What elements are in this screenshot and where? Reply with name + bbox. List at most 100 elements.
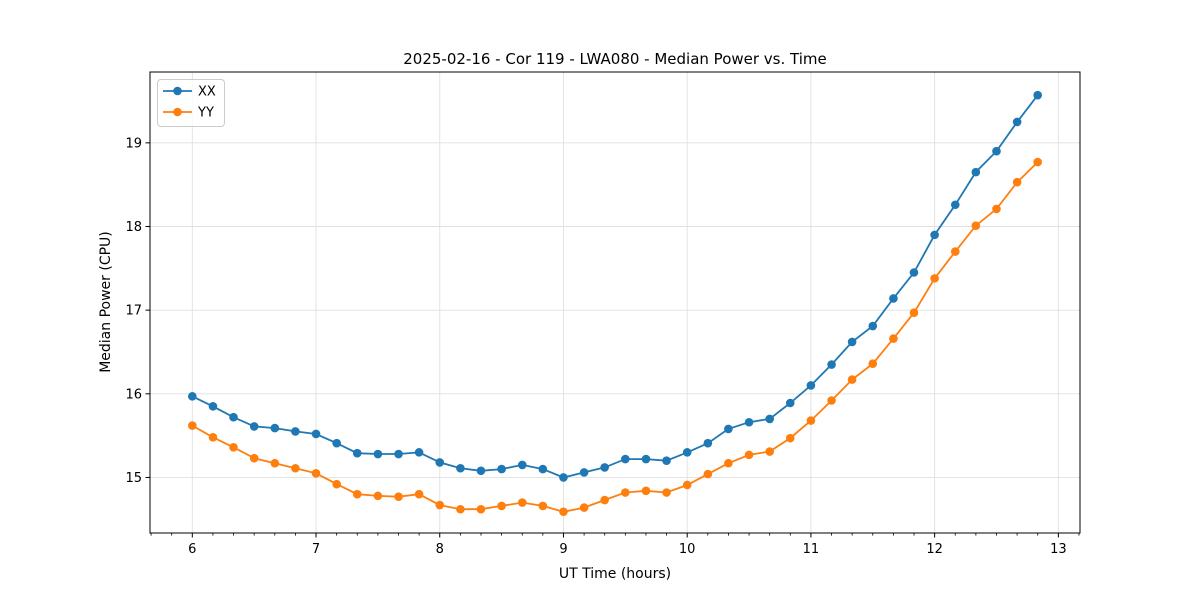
series-yy-point [950,247,960,256]
series-yy-point [744,450,754,460]
series-yy-point [579,503,589,512]
series-yy-point [435,500,445,510]
series-yy-point [414,489,424,499]
series-xx-point [352,448,362,458]
series-xx-point [868,321,878,331]
series-xx-point [744,417,754,427]
legend: XX YY [157,79,225,127]
y-axis-label: Median Power (CPU) [98,231,114,373]
series-xx-point [414,448,424,457]
series-xx-point [662,456,671,466]
x-tick-label: 10 [679,542,696,557]
series-yy-point [868,359,878,368]
series-xx-point [435,458,445,467]
series-yy-point [621,488,630,497]
series-yy-point [229,443,238,452]
grid-lines [150,72,1080,533]
series-xx-point [724,424,733,434]
series-yy-point [889,334,898,343]
series-xx-point [785,398,795,408]
y-tick-label: 16 [125,387,142,402]
plot-series [188,90,1042,517]
series-xx-point [827,360,836,369]
series-yy-point [373,491,383,501]
series-xx-point [517,460,527,470]
series-xx-point [765,414,775,424]
series-xx-point [579,468,589,477]
x-tick-label: 11 [803,542,820,557]
series-yy-point [682,480,692,490]
series-yy-point [1012,177,1022,187]
series-yy-point [208,433,218,442]
series-yy-point [352,489,362,499]
series-xx-point [950,200,960,210]
series-yy-point [559,507,568,517]
series-xx-point [909,268,919,277]
series-yy-point [311,468,321,478]
series-yy-point [538,501,548,511]
series-xx-point [311,429,321,439]
series-yy-point [806,416,816,425]
x-tick-label: 9 [559,542,567,557]
x-tick-label: 12 [926,542,943,557]
series-yy-point [662,488,671,497]
series-xx-point [456,463,465,473]
legend-sample-marker [173,107,182,117]
series-xx-point [373,449,383,459]
series-yy-point [909,308,919,317]
series-xx-point [889,294,898,303]
series-yy-point [270,458,280,468]
series-yy-point [1033,157,1042,167]
x-axis-label: UT Time (hours) [559,566,671,582]
axes: 6 7 8 9 10 11 12 13 15 16 17 18 19 [125,71,1081,557]
series-xx-point [930,230,939,240]
x-tick-label: 7 [312,542,320,557]
series-xx-point [229,412,238,422]
series-yy-point [497,501,506,511]
series-xx-point [188,392,197,401]
series-xx-point [703,438,713,448]
y-tick-label: 19 [125,136,142,151]
series-xx-point [971,167,981,177]
series-xx-point [847,337,857,347]
series-yy-point [724,458,733,468]
chart-title: 2025-02-16 - Cor 119 - LWA080 - Median P… [403,50,827,68]
legend-item-label: XX [198,85,216,100]
series-xx-point [621,454,630,464]
series-yy-point [992,204,1001,214]
series-xx-point [394,449,403,459]
series-yy-point [332,479,341,489]
series-xx-point [332,438,341,448]
plot-frame [149,71,1081,534]
series-yy-point [703,469,713,479]
series-xx-point [600,463,609,472]
series-xx-point [270,423,280,433]
series-xx-point [476,466,486,476]
series-yy-point [930,274,939,283]
series-yy-point [641,486,651,496]
y-tick-label: 15 [125,471,142,486]
series-yy-point [394,492,403,501]
series-xx-point [497,464,506,474]
series-xx-point [1033,90,1042,100]
series-xx-point [682,448,692,457]
series-yy-point [517,498,527,507]
series-xx-line [191,94,1039,479]
series-yy-point [476,504,486,514]
series-yy-point [291,463,300,473]
series-xx-point [806,381,816,390]
series-yy-point [827,396,836,405]
series-yy-line [191,161,1039,513]
legend-sample-marker [173,86,182,96]
series-yy-point [456,504,465,514]
y-tick-label: 17 [125,304,142,319]
x-tick-label: 6 [188,542,196,557]
series-xx-point [559,473,568,482]
series-yy-point [600,495,609,505]
y-tick-label: 18 [125,220,142,235]
series-xx-point [992,146,1001,156]
x-tick-label: 13 [1050,542,1067,557]
series-yy-point [847,375,857,384]
